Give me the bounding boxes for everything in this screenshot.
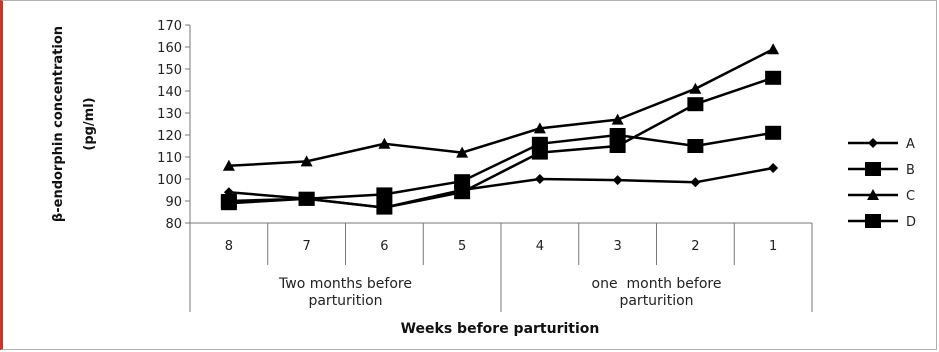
data-point-D — [220, 194, 237, 208]
group-label: parturition — [308, 293, 382, 309]
data-point-B — [454, 174, 471, 189]
data-point-B — [376, 187, 393, 202]
x-tick-label: 6 — [380, 239, 388, 254]
data-point-C — [689, 82, 702, 94]
series-line-D — [228, 76, 774, 209]
data-point-D — [609, 139, 626, 153]
legend-label: B — [906, 163, 915, 178]
data-point-D — [454, 185, 471, 200]
data-point-D — [531, 145, 548, 160]
data-point-A — [534, 174, 545, 184]
y-axis: 80 90 100 110 120 130 140 150 160 170 — [157, 19, 191, 232]
data-point-D — [765, 70, 782, 85]
y-tick-label: 140 — [157, 85, 182, 100]
x-tick-label: 1 — [769, 239, 777, 254]
y-tick-label: 130 — [157, 107, 182, 122]
y-tick-label: 170 — [157, 19, 182, 34]
y-tick-label: 160 — [157, 41, 182, 56]
data-point-C — [767, 43, 780, 55]
group-label: parturition — [619, 293, 693, 309]
legend-item-B: B — [848, 162, 915, 178]
legend-label: C — [906, 189, 915, 204]
y-axis-label: β-endorphin concentration — [51, 26, 66, 222]
y-tick-label: 100 — [157, 173, 182, 188]
series-line-B — [228, 131, 774, 205]
data-point-C — [300, 155, 313, 167]
data-point-C — [378, 137, 391, 149]
x-tick-label: 3 — [613, 239, 621, 254]
data-point-C — [456, 146, 469, 158]
y-tick-label: 150 — [157, 63, 182, 78]
legend-label: D — [906, 215, 916, 230]
data-point-C — [222, 159, 235, 171]
data-point-B — [609, 128, 626, 142]
legend-item-C: C — [848, 189, 915, 204]
x-tick-label: 7 — [302, 239, 310, 254]
data-point-C — [611, 113, 624, 125]
data-point-A — [768, 163, 779, 173]
data-point-B — [765, 125, 782, 140]
data-point-D — [687, 97, 704, 112]
plot-area — [220, 43, 782, 215]
data-point-A — [612, 175, 623, 186]
legend-item-D: D — [848, 214, 916, 230]
group-label: Two months before — [278, 276, 412, 292]
data-point-C — [533, 122, 546, 134]
y-tick-label: 80 — [165, 217, 182, 232]
legend-marker — [865, 214, 881, 228]
legend-item-A: A — [848, 137, 915, 152]
legend-label: A — [906, 137, 915, 152]
x-tick-label: 4 — [536, 239, 544, 254]
group-label: one month before — [592, 276, 722, 292]
x-tick-label: 2 — [691, 239, 699, 254]
data-point-A — [690, 177, 701, 188]
x-tick-label: 5 — [458, 239, 466, 254]
legend-marker — [865, 162, 881, 176]
legend-marker — [867, 189, 879, 200]
x-axis-label: Weeks before parturition — [401, 321, 600, 337]
data-point-D — [376, 200, 393, 215]
y-tick-label: 110 — [157, 151, 182, 166]
y-tick-label: 90 — [165, 195, 182, 210]
y-axis-unit-label: (pg/ml) — [82, 97, 97, 150]
data-point-B — [687, 139, 704, 153]
series-D — [220, 70, 782, 215]
series-C — [222, 43, 780, 171]
data-point-D — [298, 191, 315, 206]
x-tick-label: 8 — [225, 239, 233, 254]
y-tick-label: 120 — [157, 129, 182, 144]
series-line-C — [228, 48, 774, 168]
legend-marker — [868, 138, 878, 148]
